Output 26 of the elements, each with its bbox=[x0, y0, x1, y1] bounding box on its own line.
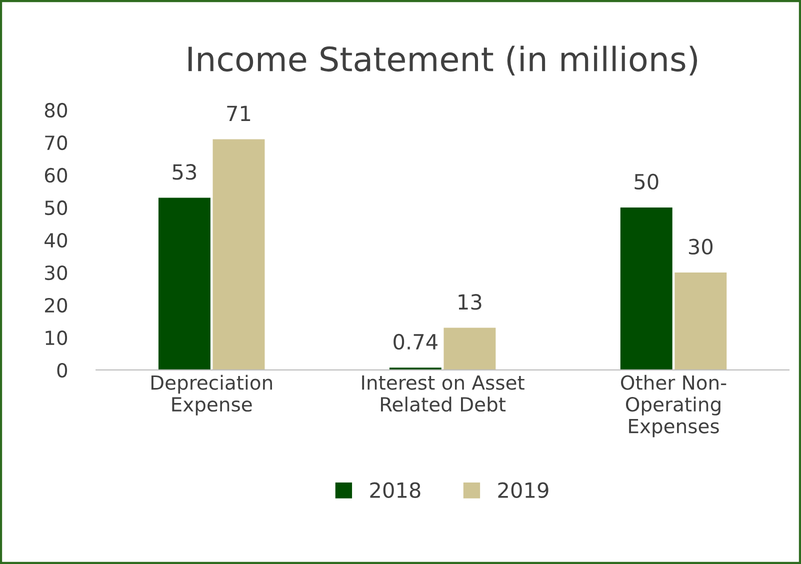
bar bbox=[212, 139, 265, 370]
data-label: 30 bbox=[688, 238, 713, 255]
y-tick-label: 70 bbox=[45, 135, 68, 150]
y-tick-label: 0 bbox=[57, 362, 68, 378]
y-tick-label: 50 bbox=[45, 200, 68, 216]
y-tick-label: 20 bbox=[45, 298, 68, 313]
chart-title: Income Statement (in millions) bbox=[188, 46, 698, 76]
legend-label: 2019 bbox=[498, 482, 548, 498]
data-label: 13 bbox=[458, 294, 482, 310]
y-tick-label: 80 bbox=[44, 102, 68, 118]
bar bbox=[620, 207, 672, 370]
data-label: 0.74 bbox=[394, 334, 438, 350]
data-label: 71 bbox=[227, 106, 250, 122]
bar bbox=[158, 198, 210, 370]
bar bbox=[444, 328, 496, 370]
data-label: 50 bbox=[634, 174, 658, 190]
data-label: 53 bbox=[172, 164, 196, 180]
y-tick-label: 40 bbox=[44, 232, 68, 248]
y-tick-label: 10 bbox=[46, 330, 68, 346]
bar bbox=[674, 272, 727, 370]
x-tick-label: Depreciation Expense bbox=[151, 374, 272, 416]
y-tick-label: 60 bbox=[44, 168, 68, 183]
legend-label: 2018 bbox=[370, 482, 420, 498]
x-tick-label: Interest on Asset Related Debt bbox=[362, 375, 524, 412]
y-tick-label: 30 bbox=[45, 265, 68, 280]
x-tick-label: Other Non- Operating Expenses bbox=[621, 374, 726, 438]
